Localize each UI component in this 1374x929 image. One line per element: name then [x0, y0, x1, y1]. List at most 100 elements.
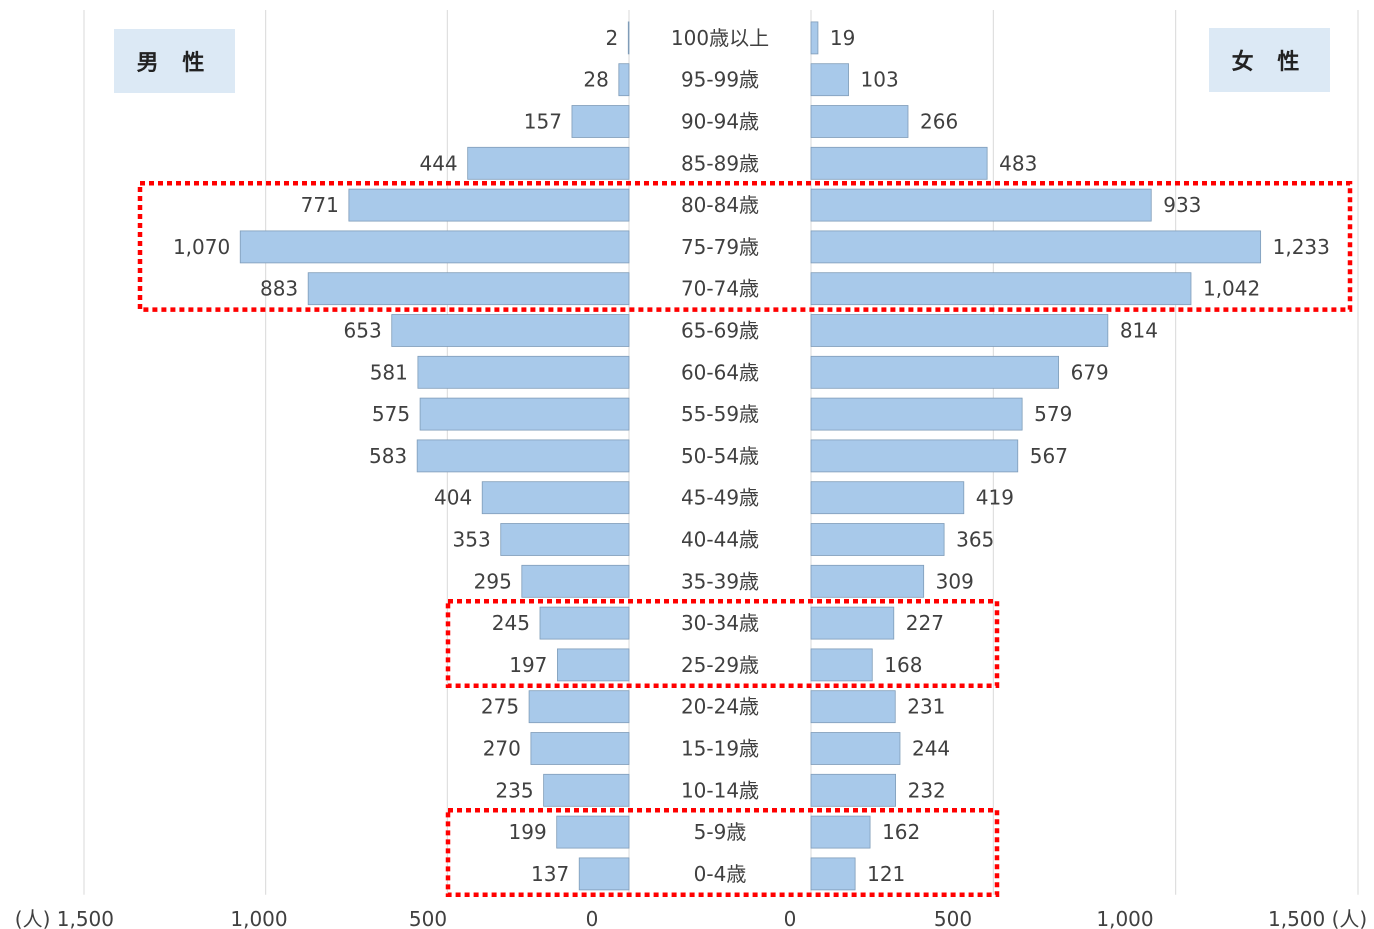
bar-male-65-69 [391, 314, 630, 347]
x-tick-left-0: (人) 1,500 [15, 907, 114, 929]
bar-female-30-34 [810, 606, 895, 640]
bar-male-20-24 [528, 690, 630, 724]
bar-male-80-84 [348, 188, 630, 222]
bar-male-50-54 [416, 439, 630, 473]
bar-female-85-89 [810, 146, 988, 180]
bar-male-95-99 [618, 63, 630, 97]
category-label-0-4: 0-4歳 [694, 862, 747, 886]
bar-male-30-34 [539, 606, 630, 640]
bar-male-15-19 [530, 732, 630, 765]
value-label-female-90-94: 266 [920, 110, 958, 134]
category-label-70-74: 70-74歳 [681, 277, 759, 301]
category-label-100: 100歳以上 [671, 26, 769, 50]
bar-male-5-9 [556, 815, 630, 849]
value-label-male-55-59: 575 [372, 402, 410, 426]
bar-female-60-64 [810, 355, 1060, 389]
value-label-male-0-4: 137 [531, 862, 569, 886]
bar-male-90-94 [571, 105, 630, 138]
category-label-80-84: 80-84歳 [681, 193, 759, 217]
value-label-male-80-84: 771 [301, 193, 339, 217]
value-label-female-65-69: 814 [1120, 319, 1158, 343]
bar-female-80-84 [810, 188, 1152, 222]
value-label-male-70-74: 883 [260, 277, 298, 301]
x-tick-left-1: 1,000 [230, 907, 287, 929]
highlight-box-1 [445, 598, 1000, 689]
category-label-20-24: 20-24歳 [681, 695, 759, 719]
x-tick-right-3: 1,500 (人) [1268, 907, 1367, 929]
value-label-female-50-54: 567 [1030, 444, 1068, 468]
value-label-female-45-49: 419 [976, 486, 1014, 510]
value-label-male-40-44: 353 [453, 528, 491, 552]
category-label-95-99: 95-99歳 [681, 68, 759, 92]
bar-female-0-4 [810, 857, 856, 891]
value-label-female-5-9: 162 [882, 820, 920, 844]
highlight-box-0 [137, 180, 1353, 312]
bar-female-70-74 [810, 272, 1192, 306]
value-label-female-15-19: 244 [912, 737, 950, 761]
value-label-male-25-29: 197 [509, 653, 547, 677]
bar-female-25-29 [810, 648, 873, 682]
value-label-male-50-54: 583 [369, 444, 407, 468]
value-label-male-5-9: 199 [509, 820, 547, 844]
category-label-50-54: 50-54歳 [681, 444, 759, 468]
x-tick-right-2: 1,000 [1096, 907, 1153, 929]
bar-female-95-99 [810, 63, 849, 97]
bar-female-45-49 [810, 481, 965, 515]
female-label-box: 女 性 [1209, 28, 1330, 92]
value-label-female-70-74: 1,042 [1203, 277, 1260, 301]
x-tick-right-1: 500 [934, 907, 972, 929]
category-label-45-49: 45-49歳 [681, 486, 759, 510]
male-label: 男 性 [136, 51, 213, 76]
bar-female-50-54 [810, 439, 1019, 473]
value-label-female-75-79: 1,233 [1273, 235, 1330, 259]
category-label-35-39: 35-39歳 [681, 569, 759, 593]
bar-male-100 [627, 21, 630, 55]
value-label-female-0-4: 121 [867, 862, 905, 886]
category-label-60-64: 60-64歳 [681, 360, 759, 384]
value-label-male-95-99: 28 [583, 68, 608, 92]
bar-male-35-39 [521, 564, 630, 598]
bar-male-85-89 [467, 146, 630, 180]
value-label-male-75-79: 1,070 [173, 235, 230, 259]
value-label-male-65-69: 653 [344, 319, 382, 343]
bar-male-40-44 [500, 523, 630, 556]
value-label-female-55-59: 579 [1034, 402, 1072, 426]
value-label-female-95-99: 103 [861, 68, 899, 92]
x-tick-right-0: 0 [784, 907, 797, 929]
bar-male-25-29 [557, 648, 630, 682]
value-label-male-20-24: 275 [481, 695, 519, 719]
bar-female-5-9 [810, 815, 871, 849]
category-label-25-29: 25-29歳 [681, 653, 759, 677]
bar-female-35-39 [810, 564, 925, 598]
bar-male-45-49 [481, 481, 630, 515]
value-label-female-10-14: 232 [908, 778, 946, 802]
value-label-male-45-49: 404 [434, 486, 472, 510]
value-label-female-85-89: 483 [999, 151, 1037, 175]
bar-male-0-4 [578, 857, 630, 891]
category-label-65-69: 65-69歳 [681, 319, 759, 343]
value-label-female-25-29: 168 [884, 653, 922, 677]
category-label-10-14: 10-14歳 [681, 778, 759, 802]
value-label-male-15-19: 270 [483, 737, 521, 761]
value-label-male-35-39: 295 [474, 569, 512, 593]
value-label-male-85-89: 444 [419, 151, 457, 175]
x-tick-left-3: 0 [586, 907, 599, 929]
category-label-55-59: 55-59歳 [681, 402, 759, 426]
bar-female-10-14 [810, 773, 897, 807]
value-label-female-20-24: 231 [907, 695, 945, 719]
category-label-85-89: 85-89歳 [681, 151, 759, 175]
value-label-female-80-84: 933 [1163, 193, 1201, 217]
category-label-90-94: 90-94歳 [681, 110, 759, 134]
bar-female-90-94 [810, 105, 909, 138]
value-label-female-35-39: 309 [936, 569, 974, 593]
male-label-box: 男 性 [114, 29, 235, 93]
value-label-female-30-34: 227 [906, 611, 944, 635]
bar-female-100 [810, 21, 819, 55]
x-tick-left-2: 500 [409, 907, 447, 929]
value-label-male-90-94: 157 [524, 110, 562, 134]
category-label-40-44: 40-44歳 [681, 528, 759, 552]
female-label: 女 性 [1231, 50, 1308, 75]
highlight-box-2 [445, 807, 1000, 898]
value-label-male-100: 2 [606, 26, 619, 50]
